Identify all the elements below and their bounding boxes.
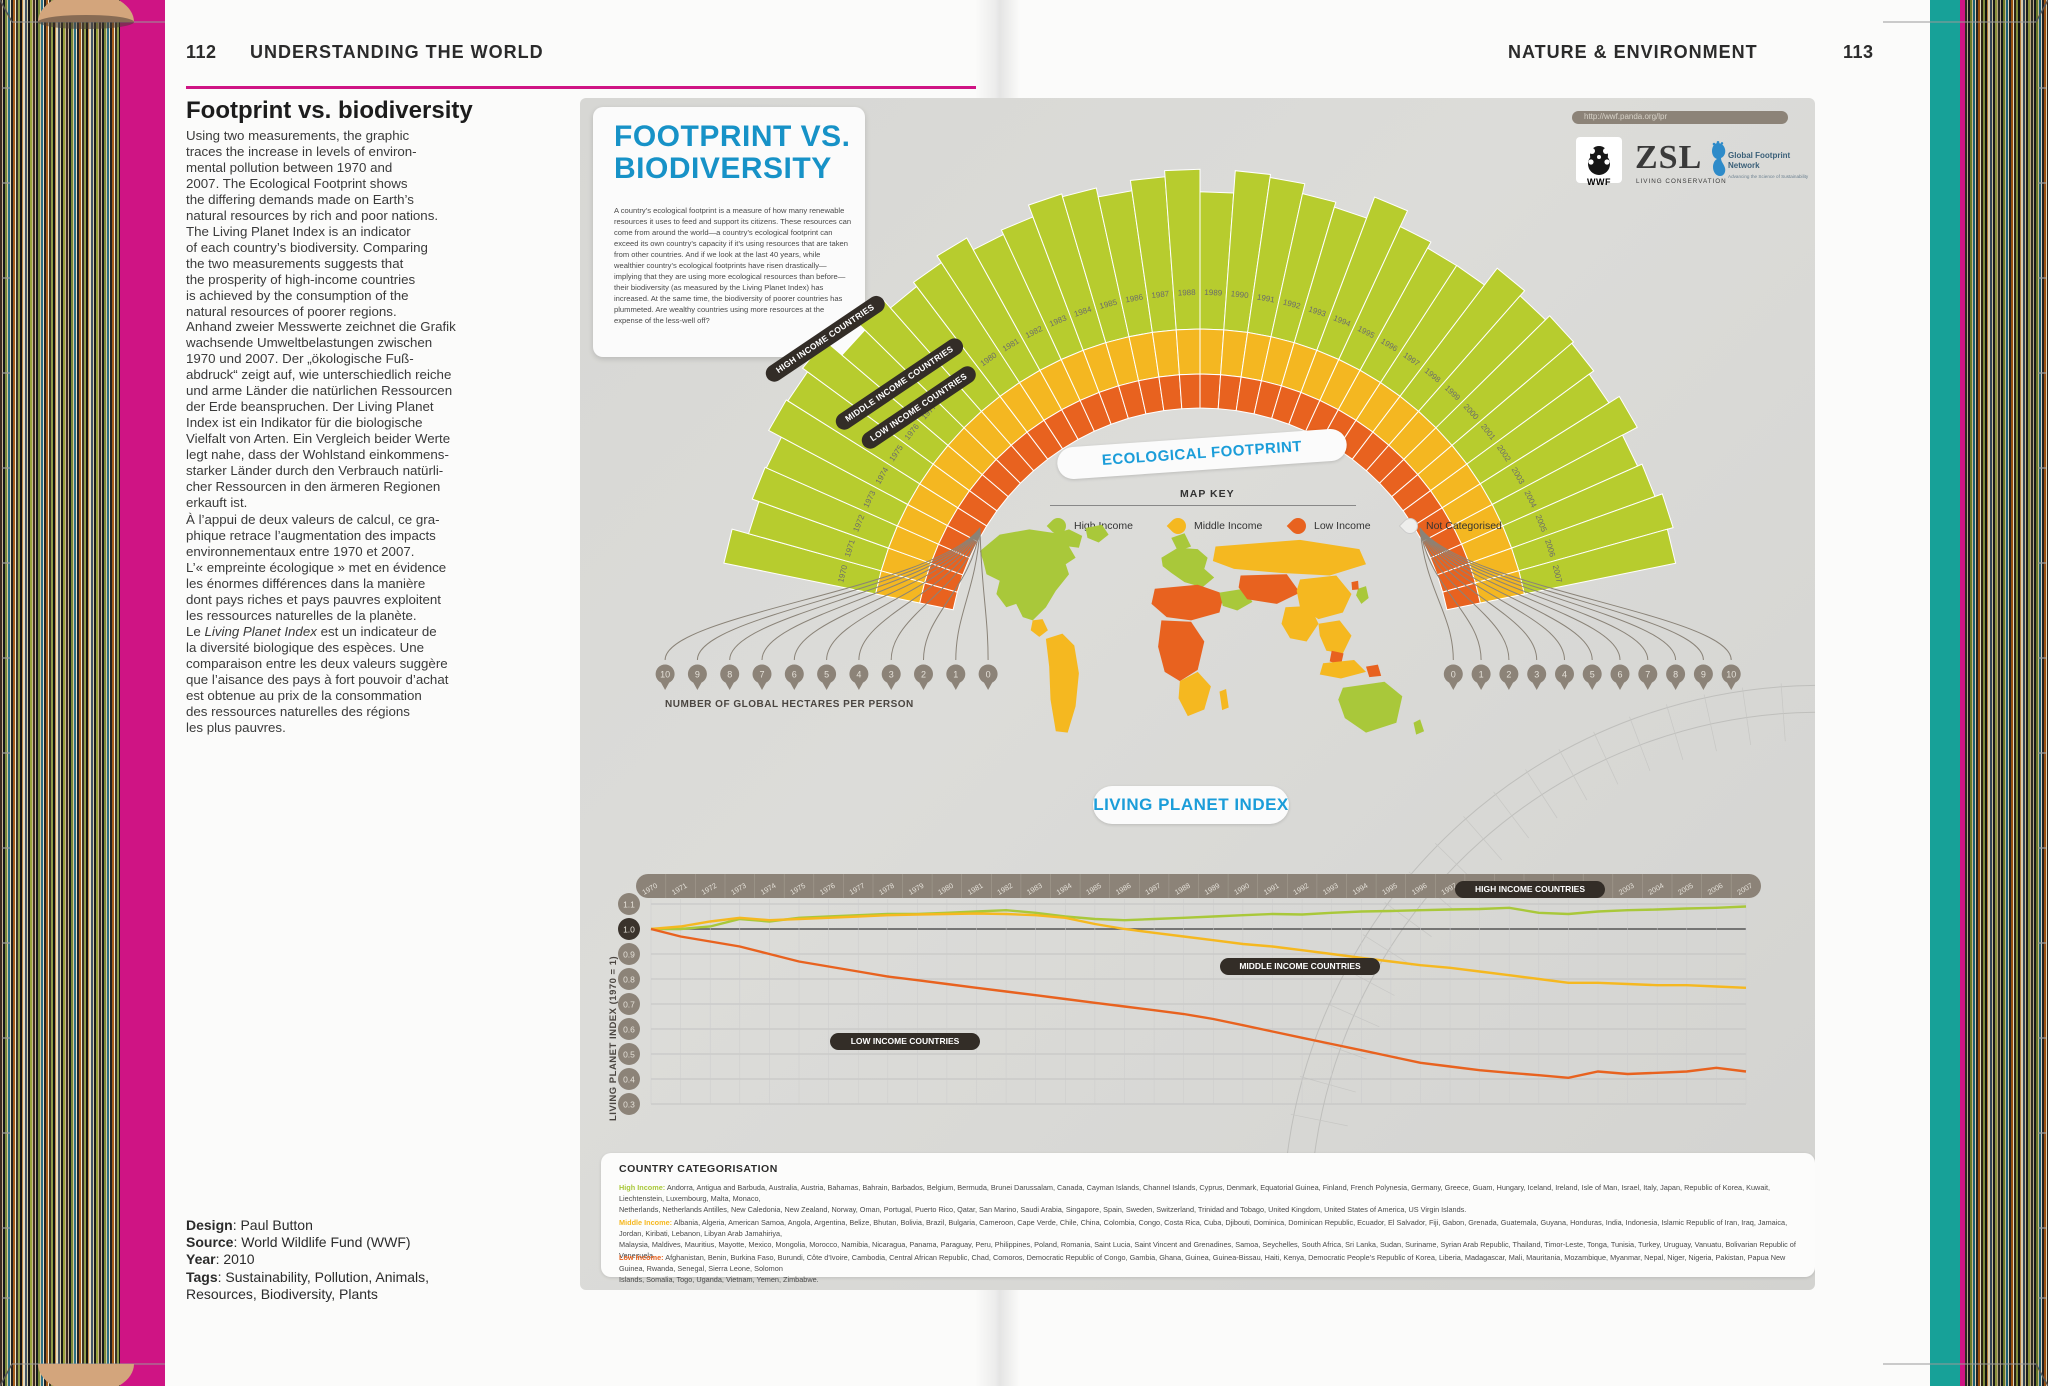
svg-text:8: 8 [1673, 670, 1678, 680]
svg-text:9: 9 [1701, 670, 1706, 680]
svg-text:2: 2 [1506, 670, 1511, 680]
svg-text:3: 3 [889, 670, 894, 680]
svg-text:3: 3 [1534, 670, 1539, 680]
svg-text:1.1: 1.1 [623, 899, 635, 909]
svg-text:0: 0 [1451, 670, 1456, 680]
svg-text:7: 7 [759, 670, 764, 680]
svg-text:7: 7 [1645, 670, 1650, 680]
svg-text:4: 4 [1562, 670, 1567, 680]
svg-text:6: 6 [1617, 670, 1622, 680]
svg-text:4: 4 [856, 670, 861, 680]
svg-text:1: 1 [953, 670, 958, 680]
svg-text:1: 1 [1479, 670, 1484, 680]
svg-text:2: 2 [921, 670, 926, 680]
svg-text:6: 6 [792, 670, 797, 680]
svg-text:10: 10 [1726, 670, 1736, 680]
svg-text:10: 10 [660, 670, 670, 680]
svg-text:9: 9 [695, 670, 700, 680]
svg-text:5: 5 [1590, 670, 1595, 680]
svg-text:0: 0 [986, 670, 991, 680]
svg-text:1.0: 1.0 [623, 924, 635, 934]
svg-text:5: 5 [824, 670, 829, 680]
svg-text:8: 8 [727, 670, 732, 680]
